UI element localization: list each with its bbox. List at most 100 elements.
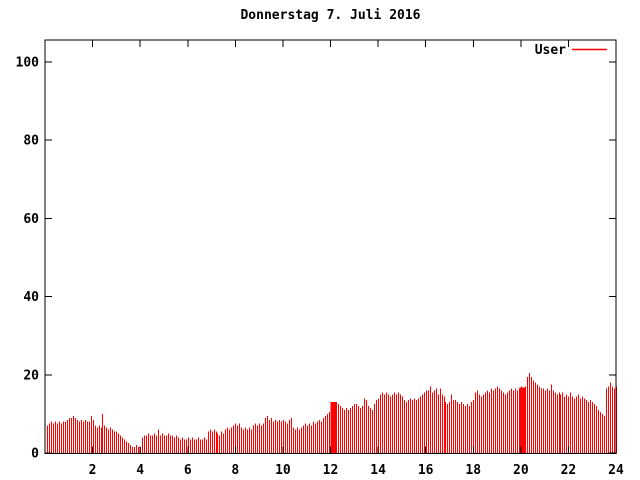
data-bar [440, 388, 441, 454]
data-bar [289, 419, 290, 454]
data-bar [596, 406, 597, 454]
data-bar [495, 388, 496, 454]
data-bar [533, 380, 534, 454]
data-bar [176, 435, 177, 454]
data-bar [237, 425, 238, 454]
data-bar [406, 402, 407, 454]
data-bar [192, 437, 193, 454]
data-bar [319, 419, 320, 454]
data-bar [156, 435, 157, 454]
data-bar [178, 437, 179, 454]
data-bar [214, 429, 215, 454]
data-bar [457, 402, 458, 454]
data-bar [412, 400, 413, 454]
data-bar [551, 384, 552, 454]
data-bar [537, 384, 538, 454]
data-bar [273, 421, 274, 454]
data-bar [241, 427, 242, 454]
data-bar [114, 431, 115, 454]
data-bar [200, 439, 201, 454]
x-tick-label: 6 [184, 463, 192, 478]
data-bar [184, 439, 185, 454]
data-bar [321, 421, 322, 454]
legend-label: User [535, 43, 566, 58]
data-bar [398, 392, 399, 454]
data-bar [110, 427, 111, 454]
data-bar [182, 437, 183, 454]
data-bar [473, 400, 474, 454]
data-bar [277, 421, 278, 454]
data-bar [206, 439, 207, 454]
y-tick-label: 0 [31, 447, 39, 462]
data-bar [364, 398, 365, 454]
x-tick-label: 10 [275, 463, 291, 478]
x-tick-label: 8 [231, 463, 239, 478]
data-bar [233, 425, 234, 454]
data-bar [584, 398, 585, 454]
data-bar [265, 417, 266, 454]
data-bar [461, 402, 462, 454]
data-bar [89, 421, 90, 454]
data-bar [527, 376, 528, 454]
data-bar [204, 437, 205, 454]
data-bar [299, 429, 300, 454]
x-tick-label: 20 [513, 463, 529, 478]
data-bar [160, 435, 161, 454]
data-bar [378, 398, 379, 454]
data-bar [162, 433, 163, 454]
data-bar [49, 423, 50, 454]
data-bar [362, 406, 363, 454]
x-tick-label: 22 [561, 463, 577, 478]
data-bar [560, 394, 561, 454]
data-bar [263, 423, 264, 454]
data-bar [267, 415, 268, 454]
data-bar [172, 435, 173, 454]
data-bar [529, 372, 530, 454]
data-bar [297, 427, 298, 454]
data-bar [285, 421, 286, 454]
data-bar [69, 417, 70, 454]
data-bar [243, 429, 244, 454]
data-bar [305, 423, 306, 454]
data-bar [509, 390, 510, 454]
data-bar [239, 423, 240, 454]
data-bar [329, 411, 330, 454]
data-bar [142, 437, 143, 454]
data-bar [471, 402, 472, 454]
data-bar [549, 390, 550, 454]
data-bar [180, 439, 181, 454]
data-bar [539, 386, 540, 454]
data-bar [545, 390, 546, 454]
data-bar [247, 429, 248, 454]
data-bar [430, 386, 431, 454]
data-bar [604, 415, 605, 454]
data-bar [112, 429, 113, 454]
data-bar [154, 433, 155, 454]
data-bar [531, 376, 532, 454]
data-bar [235, 423, 236, 454]
y-tick-label: 40 [23, 290, 39, 305]
data-bar [602, 413, 603, 454]
data-bar [590, 400, 591, 454]
data-bar [346, 408, 347, 454]
data-bar [221, 431, 222, 454]
data-bar [116, 431, 117, 454]
data-bar [360, 408, 361, 454]
data-bar [227, 427, 228, 454]
y-tick-label: 80 [23, 134, 39, 149]
data-bar [483, 394, 484, 454]
data-bar [499, 388, 500, 454]
data-bar [327, 413, 328, 454]
data-bar [469, 406, 470, 454]
data-bar [455, 400, 456, 454]
data-bar [436, 388, 437, 454]
data-bar [547, 388, 548, 454]
data-bar [451, 394, 452, 454]
data-bar [311, 425, 312, 454]
data-bar [101, 427, 102, 454]
legend: User [535, 43, 607, 58]
data-bar [168, 433, 169, 454]
data-bar [608, 386, 609, 454]
data-bar [555, 392, 556, 454]
y-tick-label: 60 [23, 212, 39, 227]
